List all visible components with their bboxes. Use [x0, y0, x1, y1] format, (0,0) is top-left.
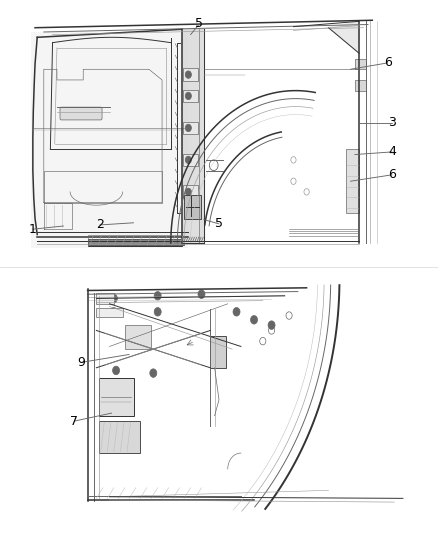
- Bar: [88, 239, 184, 245]
- Bar: [183, 90, 198, 102]
- Circle shape: [268, 321, 275, 329]
- Text: 7: 7: [71, 415, 78, 427]
- Text: 3: 3: [388, 116, 396, 129]
- Circle shape: [185, 92, 191, 100]
- Circle shape: [198, 290, 205, 298]
- Polygon shape: [328, 21, 359, 53]
- Circle shape: [185, 156, 191, 164]
- Text: 4: 4: [388, 146, 396, 158]
- Text: 5: 5: [215, 217, 223, 230]
- Text: 6: 6: [388, 168, 396, 181]
- Circle shape: [251, 316, 258, 324]
- Bar: [210, 336, 226, 368]
- Circle shape: [185, 188, 191, 196]
- Bar: [355, 59, 366, 69]
- Bar: [184, 195, 201, 219]
- Circle shape: [233, 308, 240, 316]
- Bar: [355, 80, 366, 91]
- Bar: [183, 185, 198, 198]
- Circle shape: [185, 71, 191, 78]
- Bar: [96, 293, 114, 304]
- Bar: [125, 325, 151, 349]
- Text: 9: 9: [77, 356, 85, 369]
- Bar: [183, 154, 198, 166]
- Text: 6: 6: [384, 56, 392, 69]
- Bar: [99, 378, 134, 416]
- FancyBboxPatch shape: [31, 32, 188, 248]
- Bar: [346, 149, 359, 213]
- Circle shape: [154, 308, 161, 316]
- Circle shape: [185, 124, 191, 132]
- Circle shape: [110, 308, 117, 316]
- Circle shape: [150, 369, 157, 377]
- FancyBboxPatch shape: [60, 107, 102, 120]
- Text: 5: 5: [195, 18, 203, 30]
- Circle shape: [154, 292, 161, 300]
- Text: 2: 2: [96, 219, 104, 231]
- Circle shape: [113, 366, 120, 375]
- Circle shape: [110, 294, 117, 303]
- Bar: [99, 421, 140, 453]
- Text: 1: 1: [29, 223, 37, 236]
- Bar: [96, 308, 123, 317]
- Bar: [183, 68, 198, 81]
- Bar: [183, 122, 198, 134]
